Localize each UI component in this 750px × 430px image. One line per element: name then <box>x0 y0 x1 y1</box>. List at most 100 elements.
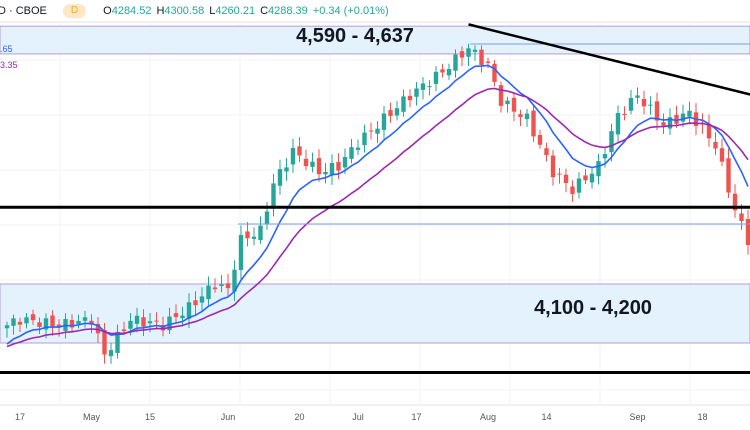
candle-body <box>56 324 62 328</box>
candle-body <box>316 158 322 175</box>
x-tick-label: 18 <box>697 412 707 422</box>
candle-body <box>446 69 452 76</box>
candle-body <box>30 314 36 321</box>
candle-body <box>531 110 536 137</box>
candle-body <box>407 95 413 101</box>
candle-body <box>238 234 244 270</box>
candle-body <box>609 131 614 153</box>
candle-body <box>154 320 159 322</box>
x-tick-label: 20 <box>294 412 304 422</box>
candle-body <box>420 83 426 90</box>
candle-body <box>199 296 205 303</box>
close-value: 4288.39 <box>268 5 308 17</box>
candle-body <box>368 130 374 132</box>
candle-body <box>277 169 283 186</box>
candle-body <box>17 321 23 325</box>
candle-body <box>479 49 484 66</box>
candle-body <box>349 147 354 159</box>
candle-body <box>518 114 523 117</box>
candle-body <box>50 315 55 327</box>
symbol-label[interactable]: D · CBOE <box>0 5 47 17</box>
candle-body <box>719 148 725 162</box>
candle-body <box>635 95 640 98</box>
slow-ma-value: 3.35 <box>0 60 18 70</box>
x-tick-label: 15 <box>145 412 155 422</box>
interval-badge[interactable]: D <box>62 4 87 18</box>
candle-body <box>342 156 348 168</box>
candle-body <box>570 186 575 194</box>
candle-body <box>251 236 257 239</box>
candle-body <box>557 173 562 175</box>
candle-body <box>394 108 400 116</box>
candle-body <box>115 331 120 353</box>
candle-body <box>355 147 361 150</box>
x-tick-label: 14 <box>541 412 551 422</box>
candle-body <box>297 146 302 156</box>
trendline <box>468 23 750 96</box>
candle-body <box>674 114 679 124</box>
candle-body <box>687 110 692 117</box>
candle-body <box>706 123 712 139</box>
open-label: O <box>103 5 112 17</box>
candle-body <box>121 329 127 332</box>
candle-body <box>89 320 94 325</box>
candle-body <box>82 317 88 321</box>
candle-body <box>206 285 211 300</box>
zone-label: 4,100 - 4,200 <box>534 297 652 319</box>
candle-body <box>440 69 445 73</box>
candle-body <box>661 122 666 126</box>
candle-body <box>323 171 328 175</box>
candle-body <box>102 330 107 355</box>
candle-body <box>589 173 595 183</box>
candle-body <box>427 86 432 88</box>
candle-body <box>43 318 49 330</box>
candle-body <box>381 113 387 130</box>
candle-body <box>498 85 504 106</box>
low-value: 4260.21 <box>215 5 256 17</box>
fast-ma-value: .65 <box>0 44 13 54</box>
candle-body <box>24 317 29 324</box>
x-tick-label: Jun <box>221 412 236 422</box>
x-tick-label: 17 <box>15 412 25 422</box>
candle-body <box>466 48 471 57</box>
candle-body <box>147 321 153 324</box>
x-tick-label: Aug <box>480 412 496 422</box>
candle-body <box>745 219 750 246</box>
zone-label: 4,590 - 4,637 <box>296 25 414 47</box>
x-tick-label: 17 <box>411 412 421 422</box>
x-tick-label: Jul <box>352 412 364 422</box>
candle-body <box>576 178 582 193</box>
candle-body <box>167 316 172 331</box>
candle-body <box>511 97 517 112</box>
candle-body <box>141 317 146 327</box>
candle-body <box>596 161 601 177</box>
candle-body <box>173 313 179 318</box>
candle-body <box>544 148 549 156</box>
candle-body <box>622 114 627 116</box>
candle-body <box>160 325 166 331</box>
open-value: 4284.52 <box>111 5 152 17</box>
candle-body <box>76 320 81 324</box>
candle-body <box>37 322 42 327</box>
candle-body <box>225 283 231 289</box>
candle-body <box>219 284 224 286</box>
candle-body <box>680 113 686 122</box>
x-tick-label: Sep <box>629 412 645 422</box>
slow-ma-line <box>6 87 749 348</box>
candle-body <box>329 162 335 176</box>
candle-body <box>284 167 289 172</box>
change-value: +0.34 (+0.01%) <box>312 5 389 17</box>
x-tick-label: May <box>83 412 101 422</box>
candle-body <box>180 315 185 319</box>
candle-body <box>453 54 458 71</box>
candle-body <box>11 318 16 326</box>
candle-body <box>492 63 497 82</box>
candle-body <box>602 154 608 159</box>
candle-body <box>193 300 198 306</box>
candle-body <box>232 269 237 292</box>
candle-body <box>505 100 510 105</box>
candle-body <box>212 287 218 290</box>
candle-body <box>641 98 647 107</box>
